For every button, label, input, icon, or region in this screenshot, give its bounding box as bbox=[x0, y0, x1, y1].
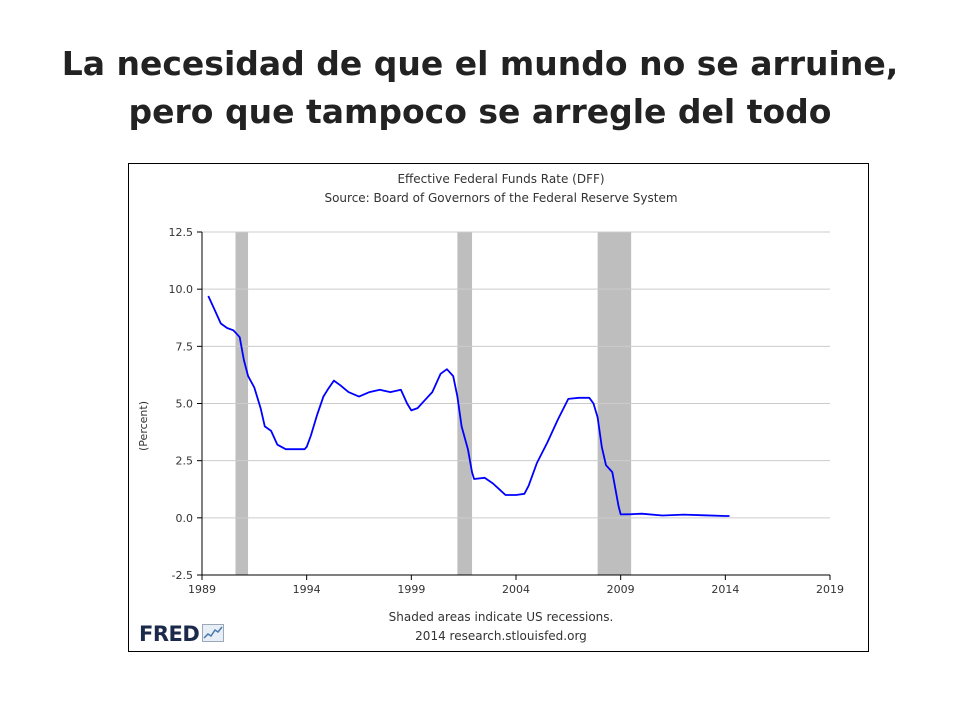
fred-logo: FRED bbox=[139, 622, 225, 646]
x-ticks bbox=[201, 575, 831, 580]
chart-subtitle: Source: Board of Governors of the Federa… bbox=[324, 191, 677, 205]
fred-chart: 12.5 10.0 7.5 5.0 2.5 0.0 -2.5 1989 1994 1999 200… bbox=[137, 172, 844, 643]
footer-note-line-2: 2014 research.stlouisfed.org bbox=[415, 629, 587, 643]
slide-title-line-1: La necesidad de que el mundo no se arrui… bbox=[61, 44, 899, 83]
y-grid bbox=[197, 231, 830, 576]
y-tick-label: 5.0 bbox=[176, 398, 194, 411]
fred-spark-icon bbox=[202, 624, 225, 646]
x-tick-label: 2004 bbox=[502, 583, 530, 596]
slide-title-line-2: pero que tampoco se arregle del todo bbox=[128, 92, 832, 131]
x-tick-label: 1989 bbox=[188, 583, 216, 596]
footer-note-line-1: Shaded areas indicate US recessions. bbox=[389, 610, 614, 624]
x-tick-label: 2009 bbox=[607, 583, 635, 596]
y-tick-label: -2.5 bbox=[172, 569, 193, 582]
x-tick-labels: 1989 1994 1999 2004 2009 2014 2019 bbox=[188, 583, 844, 596]
y-axis-label: (Percent) bbox=[137, 401, 150, 451]
x-tick-label: 2014 bbox=[711, 583, 739, 596]
y-tick-label: 0.0 bbox=[176, 512, 194, 525]
chart-title: Effective Federal Funds Rate (DFF) bbox=[397, 172, 604, 186]
y-tick-label: 12.5 bbox=[169, 226, 194, 239]
y-tick-labels: 12.5 10.0 7.5 5.0 2.5 0.0 -2.5 bbox=[169, 226, 194, 582]
slide-title: La necesidad de que el mundo no se arrui… bbox=[0, 40, 960, 136]
series-lines bbox=[207, 295, 730, 517]
series-line-0 bbox=[207, 295, 730, 517]
chart-frame: 12.5 10.0 7.5 5.0 2.5 0.0 -2.5 1989 1994 1999 200… bbox=[128, 163, 869, 652]
x-tick-label: 1999 bbox=[397, 583, 425, 596]
y-tick-label: 10.0 bbox=[169, 283, 194, 296]
y-tick-label: 2.5 bbox=[176, 455, 194, 468]
y-tick-label: 7.5 bbox=[176, 340, 194, 353]
x-tick-label: 1994 bbox=[293, 583, 321, 596]
x-tick-label: 2019 bbox=[816, 583, 844, 596]
fred-logo-text: FRED bbox=[139, 622, 200, 646]
